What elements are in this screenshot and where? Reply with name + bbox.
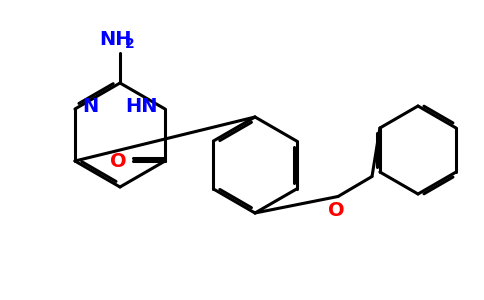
Text: HN: HN — [125, 98, 158, 116]
Text: NH: NH — [100, 30, 132, 49]
Text: O: O — [110, 152, 127, 170]
Text: O: O — [328, 200, 344, 220]
Text: N: N — [82, 98, 98, 116]
Text: 2: 2 — [125, 37, 135, 51]
